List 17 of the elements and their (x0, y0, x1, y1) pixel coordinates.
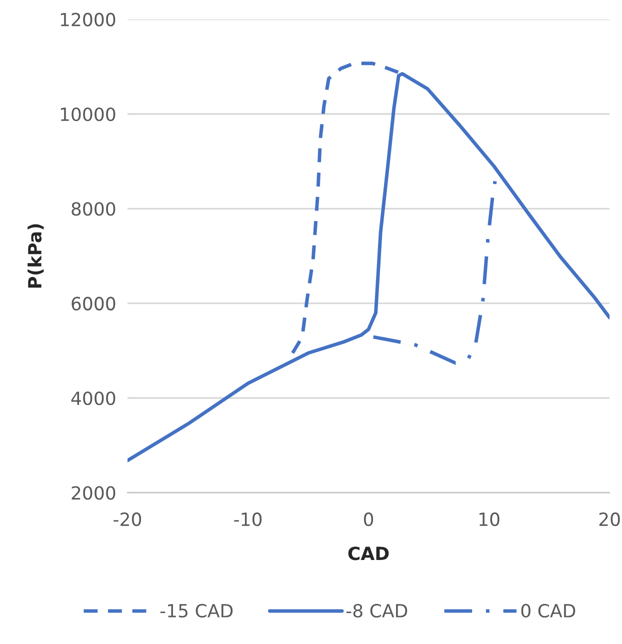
line-series (372, 179, 497, 365)
y-tick-label: 2000 (72, 486, 116, 500)
y-axis-title: P(kPa) (28, 224, 44, 288)
y-tick-label: 12000 (60, 12, 116, 26)
y-tick-label: 8000 (72, 202, 116, 216)
y-tick-label: 10000 (60, 107, 116, 122)
x-tick-label: 20 (599, 512, 620, 526)
x-tick-label: 0 (364, 512, 374, 526)
y-tick-label: 6000 (72, 296, 116, 310)
x-tick-label: 10 (480, 512, 500, 526)
x-tick-label: -10 (234, 512, 262, 526)
legend-label: 0 CAD (521, 604, 576, 618)
x-axis-title: CAD (348, 546, 389, 560)
y-tick-label: 4000 (71, 391, 116, 406)
legend-label: -8 CAD (346, 604, 408, 618)
x-tick-label: -20 (114, 512, 142, 526)
legend-label: -15 CAD (160, 604, 233, 618)
